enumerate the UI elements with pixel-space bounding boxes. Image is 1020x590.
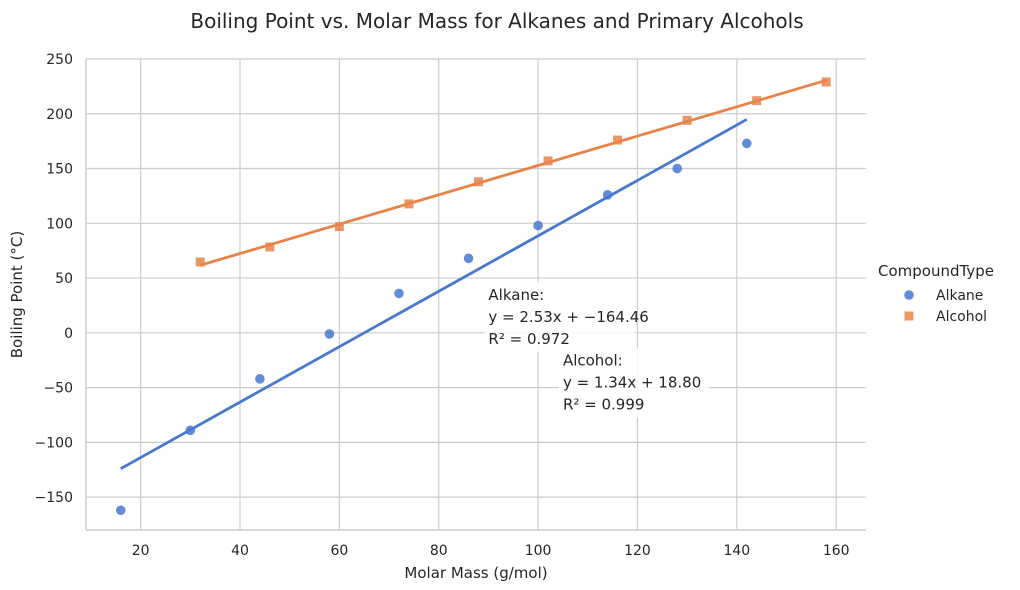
annotation-line: R² = 0.972 — [488, 330, 569, 348]
point-alkane — [533, 220, 543, 231]
y-tick-label: 0 — [64, 326, 73, 342]
legend-label-alkane: Alkane — [936, 288, 983, 304]
annotation-alkane: Alkane: y = 2.53x + −164.46 R² = 0.972 — [484, 281, 649, 352]
annotation-line: R² = 0.999 — [563, 396, 644, 414]
annotation-box — [558, 347, 709, 418]
point-alcohol — [404, 199, 414, 209]
legend-marker-alkane — [904, 290, 914, 300]
x-axis-label: Molar Mass (g/mol) — [404, 564, 547, 582]
point-alcohol — [613, 135, 623, 145]
point-alkane — [185, 425, 196, 436]
point-alkane — [324, 329, 335, 339]
point-alkane — [463, 253, 474, 264]
point-alcohol — [473, 177, 483, 187]
point-alcohol — [334, 222, 344, 232]
legend-label-alcohol: Alcohol — [936, 309, 987, 325]
x-tick-label: 20 — [132, 543, 150, 559]
point-alcohol — [543, 156, 553, 166]
x-tick-label: 140 — [723, 543, 750, 559]
y-tick-label: 200 — [46, 107, 73, 123]
x-tick-label: 160 — [823, 543, 850, 559]
point-alkane — [255, 374, 265, 384]
grid — [86, 58, 866, 530]
annotation-line: y = 1.34x + 18.80 — [563, 374, 701, 392]
annotation-alcohol: Alcohol: y = 1.34x + 18.80 R² = 0.999 — [558, 347, 709, 418]
fit-line-alkane — [120, 118, 748, 470]
annotation-box — [484, 281, 635, 352]
y-tick-label: −150 — [35, 490, 73, 506]
data-points — [115, 77, 831, 516]
y-tick-label: −50 — [43, 381, 73, 397]
y-tick-label: 100 — [46, 216, 73, 232]
x-tick-label: 120 — [624, 543, 651, 559]
point-alkane — [115, 505, 126, 516]
chart-title: Boiling Point vs. Molar Mass for Alkanes… — [190, 9, 803, 33]
fit-line-alcohol — [199, 78, 827, 267]
point-alkane — [394, 288, 404, 299]
y-tick-label: −100 — [35, 435, 73, 451]
point-alkane — [602, 190, 613, 200]
fit-lines — [120, 78, 827, 470]
annotation-line: Alcohol: — [563, 352, 623, 370]
axes: 20 40 60 80 100 120 140 160 −150 −100 −50 0 50 100 150… — [35, 52, 866, 559]
y-axis-label: Boiling Point (°C) — [8, 231, 26, 358]
legend-title: CompoundType — [878, 262, 994, 280]
x-tick-label: 40 — [231, 543, 249, 559]
point-alcohol — [752, 96, 762, 106]
point-alcohol — [682, 115, 692, 125]
annotation-line: Alkane: — [488, 286, 544, 304]
x-tick-label: 100 — [525, 543, 552, 559]
annotation-line: y = 2.53x + −164.46 — [488, 308, 648, 326]
y-tick-label: 150 — [46, 162, 73, 178]
point-alcohol — [821, 77, 831, 87]
x-tick-label: 60 — [330, 543, 348, 559]
legend-marker-alcohol — [904, 311, 914, 321]
point-alcohol — [265, 242, 275, 252]
point-alkane — [672, 163, 683, 174]
x-tick-label: 80 — [430, 543, 448, 559]
y-tick-label: 250 — [46, 52, 73, 68]
point-alcohol — [195, 257, 205, 267]
point-alkane — [741, 138, 752, 149]
legend: CompoundType Alkane Alcohol — [878, 262, 994, 325]
y-tick-label: 50 — [55, 271, 73, 287]
